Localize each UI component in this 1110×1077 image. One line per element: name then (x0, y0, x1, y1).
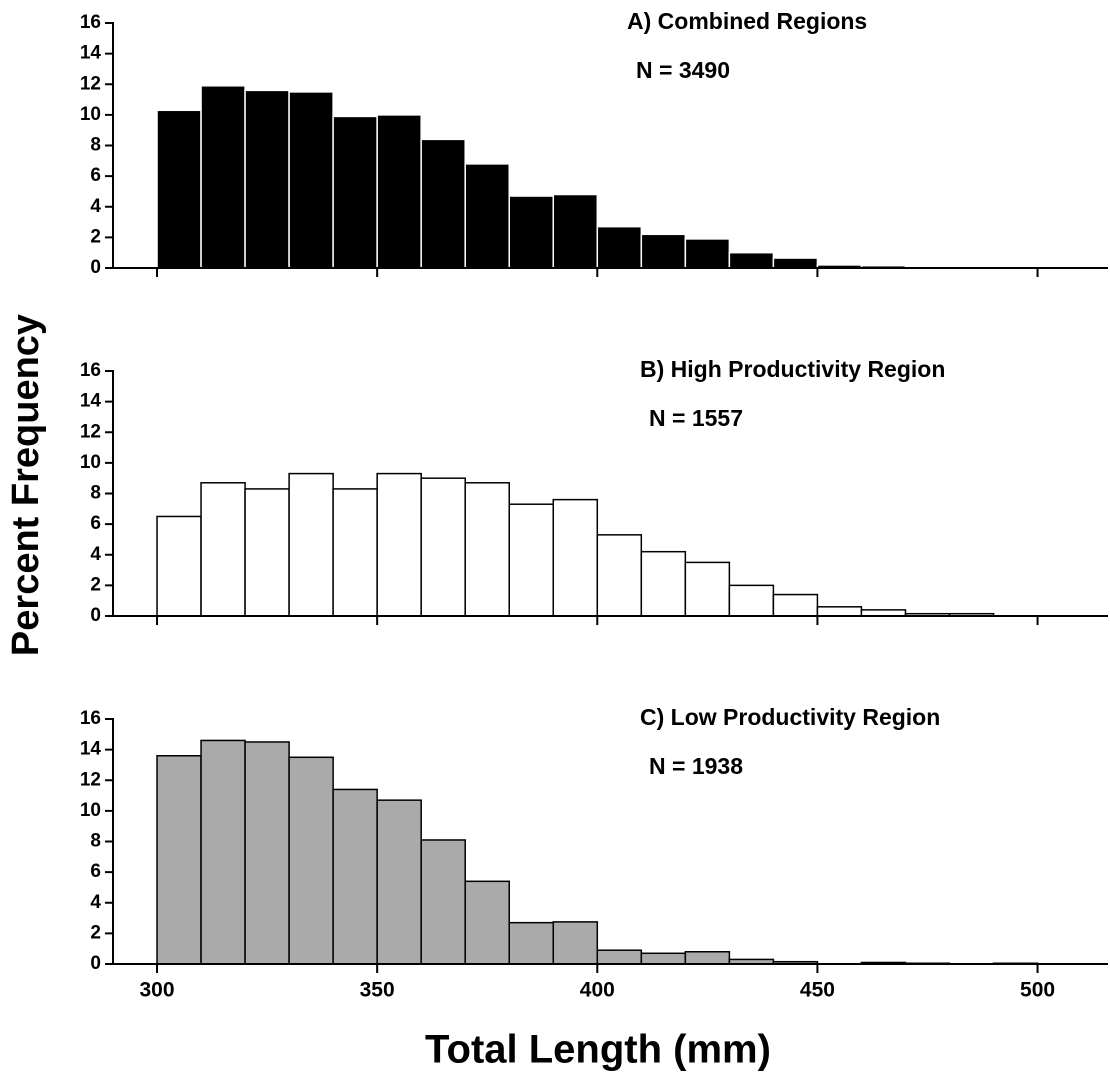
bar (552, 921, 599, 965)
bar (464, 482, 510, 617)
bar (244, 741, 290, 965)
bar (684, 951, 731, 965)
bar (244, 89, 290, 269)
x-tick-label: 450 (800, 979, 835, 1002)
y-tick-label: 8 (90, 135, 101, 156)
bar (288, 91, 334, 269)
y-tick-label: 8 (90, 483, 101, 504)
bar (508, 195, 555, 269)
panel-title: B) High Productivity Region (640, 356, 945, 382)
y-tick-label: 14 (80, 391, 102, 412)
bar (552, 498, 599, 617)
y-tick-label: 4 (90, 892, 101, 913)
bar (420, 839, 466, 965)
bar (332, 488, 378, 617)
y-tick-label: 10 (80, 800, 101, 821)
bar (420, 138, 466, 269)
bar (640, 550, 687, 617)
x-tick-label: 500 (1020, 979, 1055, 1002)
sample-size: N = 1557 (649, 405, 743, 431)
bar (156, 515, 202, 617)
bar (376, 799, 422, 965)
x-axis-label: Total Length (mm) (425, 1028, 771, 1072)
y-tick-label: 0 (90, 605, 101, 626)
y-tick-label: 0 (90, 953, 101, 974)
y-tick-label: 12 (80, 73, 101, 94)
y-tick-label: 10 (80, 104, 101, 125)
sample-size: N = 3490 (636, 57, 730, 83)
bar (772, 257, 819, 269)
bar (772, 593, 819, 617)
x-tick-label: 400 (580, 979, 615, 1002)
y-tick-label: 2 (90, 922, 101, 943)
y-tick-label: 4 (90, 196, 101, 217)
bar (684, 561, 731, 617)
bar (508, 503, 555, 617)
y-tick-label: 6 (90, 165, 101, 186)
bar (816, 606, 863, 617)
bar (376, 472, 422, 617)
y-tick-label: 12 (80, 421, 101, 442)
bar (156, 109, 202, 269)
y-tick-label: 16 (80, 360, 101, 381)
y-tick-label: 16 (80, 708, 101, 729)
y-tick-label: 14 (80, 43, 102, 64)
y-tick-label: 16 (80, 12, 101, 33)
y-tick-label: 10 (80, 452, 101, 473)
bar (728, 251, 775, 269)
bar (684, 238, 731, 269)
bar (244, 488, 290, 617)
bar (464, 163, 510, 269)
bar (596, 949, 643, 965)
y-tick-label: 12 (80, 769, 101, 790)
bar (288, 472, 334, 617)
y-axis-label: Percent Frequency (5, 314, 47, 656)
y-tick-label: 14 (80, 739, 102, 760)
bar (332, 788, 378, 965)
bar (420, 477, 466, 617)
y-tick-label: 4 (90, 544, 101, 565)
bar (508, 921, 555, 965)
bar (200, 739, 246, 965)
bar (332, 115, 378, 269)
bar (640, 233, 687, 269)
bar (200, 85, 246, 269)
y-tick-label: 6 (90, 861, 101, 882)
bar (464, 880, 510, 965)
bar (200, 482, 246, 617)
bar (640, 952, 687, 965)
bar (596, 225, 643, 269)
bar (376, 114, 422, 269)
y-tick-label: 8 (90, 831, 101, 852)
y-tick-label: 6 (90, 513, 101, 534)
bar (156, 755, 202, 965)
sample-size: N = 1938 (649, 753, 743, 779)
x-tick-label: 350 (360, 979, 395, 1002)
bar (288, 756, 334, 965)
bar (596, 534, 643, 617)
x-tick-label: 300 (140, 979, 175, 1002)
y-tick-label: 2 (90, 226, 101, 247)
y-tick-label: 2 (90, 574, 101, 595)
y-tick-label: 0 (90, 257, 101, 278)
panel-title: A) Combined Regions (627, 8, 867, 34)
bar (728, 584, 775, 617)
panel-title: C) Low Productivity Region (640, 704, 940, 730)
bar (552, 193, 599, 269)
